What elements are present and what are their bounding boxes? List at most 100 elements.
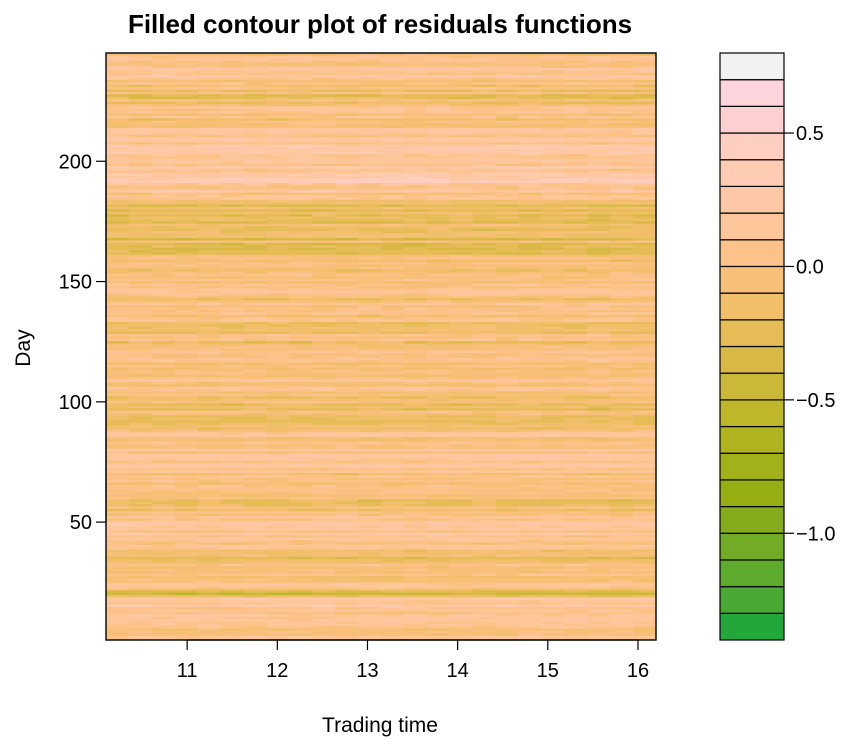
contour-cell [449,235,474,239]
contour-cell [106,618,130,622]
contour-cell [518,273,543,277]
contour-cell [633,525,657,528]
contour-cell [381,366,405,370]
contour-cell [312,386,336,390]
contour-cell [541,311,565,315]
contour-cell [633,208,657,212]
contour-cell [220,247,245,251]
contour-cell [495,306,520,310]
contour-cell [243,342,268,346]
contour-cell [426,359,451,363]
contour-cell [449,536,474,540]
contour-cell [587,496,611,500]
contour-cell [587,352,611,356]
contour-cell [495,481,520,485]
contour-cell [358,596,382,600]
contour-cell [426,220,451,224]
contour-cell [564,220,588,224]
contour-cell [128,460,153,464]
contour-cell [358,182,382,186]
contour-cell [449,203,474,207]
contour-cell [541,623,565,627]
contour-cell [449,347,474,351]
contour-cell [106,601,130,605]
contour-cell [426,628,451,632]
contour-cell [358,613,382,617]
contour-cell [106,577,130,581]
contour-cell [472,455,497,459]
contour-cell [106,211,130,215]
contour-cell [243,448,268,452]
contour-cell [426,206,451,210]
contour-cell [472,433,497,437]
contour-cell [312,179,336,183]
contour-cell [587,604,611,608]
contour-cell [174,628,199,632]
contour-cell [266,457,290,461]
contour-cell [633,484,657,488]
contour-cell [106,227,130,231]
contour-cell [266,280,290,284]
contour-cell [495,172,520,176]
contour-cell [266,618,290,622]
contour-cell [449,441,474,445]
contour-cell [426,168,451,171]
contour-cell [518,206,543,210]
contour-cell [587,409,611,413]
contour-cell [518,208,543,212]
contour-cell [151,505,176,509]
contour-cell [541,560,565,564]
contour-cell [335,472,359,476]
contour-cell [633,175,657,179]
contour-cell [266,362,290,366]
contour-cell [128,637,153,641]
contour-cell [312,474,336,478]
contour-cell [174,570,199,574]
contour-cell [312,302,336,306]
contour-cell [335,608,359,612]
contour-cell [312,362,336,366]
contour-cell [335,311,359,315]
contour-cell [381,481,405,485]
contour-cell [151,465,176,469]
contour-cell [449,534,474,538]
contour-cell [403,448,428,452]
contour-cell [633,278,657,282]
contour-cell [335,244,359,248]
contour-cell [312,484,336,488]
contour-cell [403,374,428,378]
contour-cell [312,314,336,318]
contour-cell [610,635,634,639]
contour-cell [403,618,428,622]
contour-cell [495,354,520,358]
contour-cell [610,172,634,176]
contour-cell [633,362,657,366]
contour-cell [633,424,657,428]
contour-cell [587,244,611,248]
contour-cell [358,362,382,366]
contour-cell [266,158,290,162]
contour-cell [335,280,359,284]
contour-cell [541,371,565,375]
contour-cell [403,536,428,540]
contour-cell [151,345,176,349]
contour-cell [289,445,313,449]
contour-cell [564,527,588,531]
contour-cell [174,553,199,557]
contour-cell [174,551,199,555]
contour-cell [633,235,657,239]
contour-cell [449,453,474,457]
contour-cell [174,599,199,603]
contour-cell [312,194,336,198]
contour-cell [220,350,245,354]
contour-cell [312,283,336,287]
contour-cell [358,244,382,248]
contour-cell [289,599,313,603]
contour-cell [151,620,176,624]
contour-cell [220,419,245,423]
contour-cell [128,316,153,320]
contour-cell [197,304,222,308]
contour-cell [564,232,588,236]
contour-cell [610,261,634,265]
contour-cell [243,247,268,251]
